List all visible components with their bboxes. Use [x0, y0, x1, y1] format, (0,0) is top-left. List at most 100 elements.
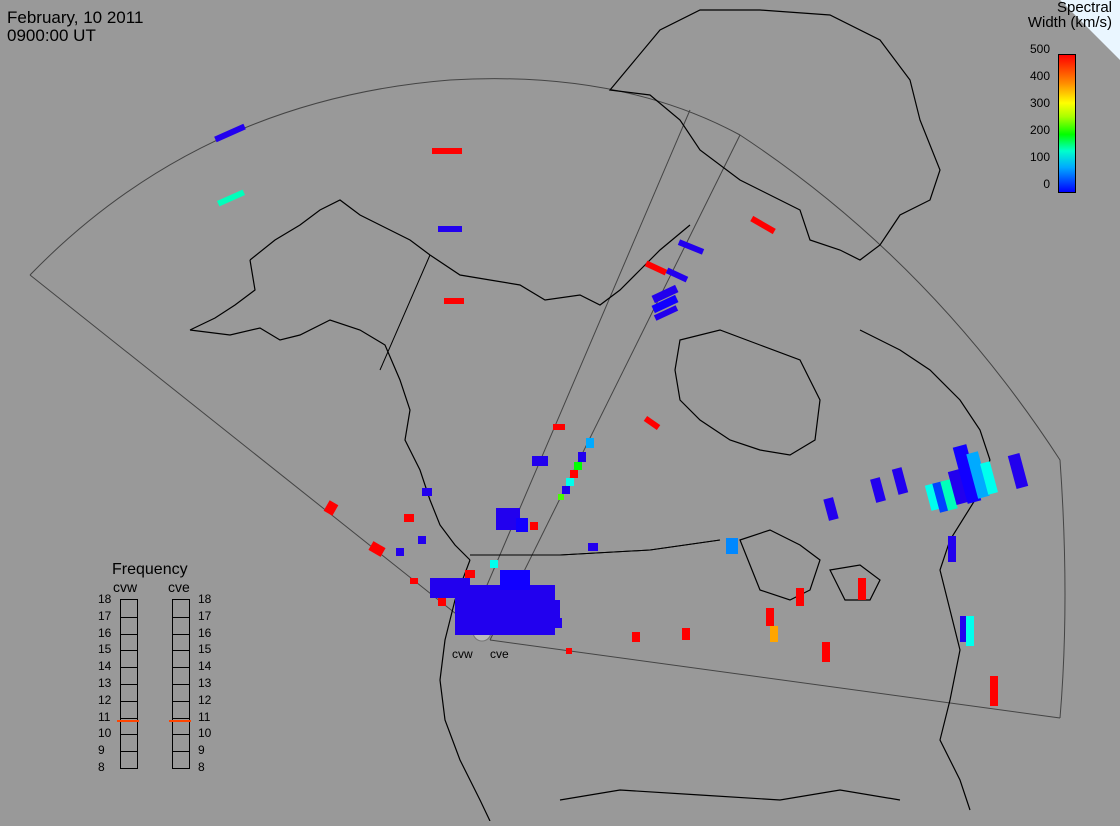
echo-cells	[214, 123, 1029, 706]
coast-us-east	[939, 459, 991, 811]
echo-cell	[726, 538, 738, 554]
echo-cell	[558, 494, 564, 500]
echo-cell	[952, 444, 982, 504]
frequency-marker-cvw	[117, 719, 139, 722]
frequency-cell-divider	[173, 684, 189, 685]
frequency-marker-cve	[169, 719, 191, 722]
coast-great-lakes-2	[829, 564, 881, 601]
frequency-tick-right: 11	[198, 709, 211, 724]
echo-cell	[578, 452, 586, 462]
echo-cell	[432, 148, 462, 154]
echo-cell	[858, 578, 866, 600]
echo-cell	[932, 481, 950, 513]
echo-cell	[823, 497, 839, 521]
colorbar-tick: 100	[1029, 150, 1050, 164]
echo-cell	[948, 536, 956, 562]
echo-cell	[632, 632, 640, 642]
coastlines	[189, 9, 991, 822]
echo-cell	[796, 588, 804, 606]
coast-great-lakes	[739, 529, 821, 601]
frequency-tick-right: 16	[198, 625, 212, 640]
coast-greenland	[608, 9, 941, 261]
frequency-cell-divider	[121, 633, 137, 635]
echo-cell	[566, 648, 572, 654]
echo-cell	[500, 570, 530, 590]
frequency-cell-divider	[173, 700, 189, 702]
echo-cell	[553, 424, 565, 430]
radar-fov	[29, 78, 1066, 719]
echo-cell	[404, 514, 414, 522]
echo-cell	[490, 560, 498, 568]
echo-cell	[430, 578, 470, 598]
echo-cell	[588, 543, 598, 551]
echo-cell	[410, 578, 418, 584]
echo-cell	[418, 536, 426, 544]
frequency-tick-right: 18	[198, 592, 212, 606]
frequency-tick-right: 14	[198, 659, 212, 674]
coast-labrador	[859, 329, 991, 461]
colorbar-tick: 300	[1029, 96, 1050, 110]
frequency-tick-left: 10	[98, 726, 112, 741]
echo-cell	[562, 486, 570, 494]
frequency-cell-divider	[173, 650, 189, 652]
radar-label-cve: cve	[490, 647, 509, 661]
frequency-cell-divider	[173, 616, 189, 618]
frequency-tick-left: 16	[98, 625, 112, 640]
colorbar-tick: 200	[1029, 123, 1050, 137]
echo-cell	[966, 451, 990, 499]
echo-cell	[766, 608, 774, 626]
echo-cell	[438, 598, 446, 606]
coast-alaska-west	[189, 259, 256, 331]
frequency-cell-divider	[173, 734, 189, 736]
frequency-tick-left: 12	[98, 692, 112, 707]
echo-cell	[665, 267, 689, 283]
coast-alaska	[189, 319, 471, 561]
frequency-tick-left: 17	[98, 608, 112, 623]
echo-cell	[532, 456, 548, 466]
frequency-tick-left: 14	[98, 659, 112, 674]
frequency-tick-left: 15	[98, 642, 112, 657]
colorbar-tick: 400	[1029, 69, 1050, 83]
fov-left-edge	[29, 274, 471, 626]
colorbar	[1058, 54, 1076, 193]
frequency-cell-divider	[121, 650, 137, 652]
frequency-tick-right: 17	[198, 608, 212, 623]
echo-cell	[570, 470, 578, 478]
echo-cell	[422, 488, 432, 496]
frequency-title: Frequency	[112, 561, 188, 578]
echo-cell	[651, 294, 679, 314]
frequency-tick-left: 9	[98, 743, 105, 758]
echo-cluster	[455, 585, 555, 635]
echo-cell	[750, 215, 776, 235]
echo-cell	[586, 438, 594, 448]
frequency-cell-divider	[173, 633, 189, 635]
frequency-tick-right: 15	[198, 642, 212, 657]
echo-cell	[465, 570, 475, 578]
frequency-cell-divider	[121, 751, 137, 753]
echo-cell	[216, 189, 246, 207]
frequency-cell-divider	[121, 734, 137, 736]
colorbar-title-line1: Spectral	[1056, 0, 1112, 16]
header: February, 10 2011 0900:00 UT	[7, 9, 143, 45]
echo-cell	[540, 600, 560, 620]
fov-outer-arc	[29, 78, 1066, 719]
echo-cell	[643, 415, 661, 431]
frequency-tick-left: 8	[98, 760, 105, 774]
frequency-cell-divider	[121, 616, 137, 618]
echo-cell	[960, 616, 968, 642]
echo-cell	[770, 626, 778, 642]
border-alaska-canada	[379, 254, 431, 371]
frequency-tick-right: 13	[198, 676, 212, 690]
colorbar-title: Spectral Width (km/s)	[1028, 0, 1112, 30]
frequency-tick-right: 10	[198, 726, 212, 741]
echo-cell	[653, 305, 679, 321]
colorbar-tick: 500	[1029, 42, 1050, 56]
echo-cell	[444, 298, 464, 304]
frequency-cell-divider	[173, 717, 189, 719]
frequency-cell-divider	[121, 700, 137, 702]
frequency-tick-left: 11	[98, 709, 111, 724]
corner-mark	[1060, 0, 1120, 60]
coast-hudson-bay	[674, 329, 821, 456]
echo-cell	[566, 478, 574, 486]
echo-cell	[496, 508, 520, 530]
